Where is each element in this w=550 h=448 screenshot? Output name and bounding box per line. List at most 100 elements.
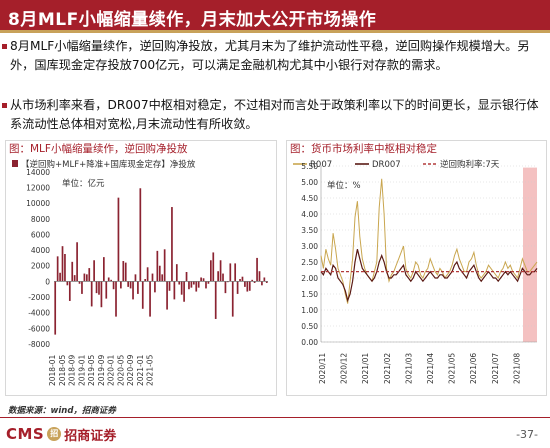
bar [88, 268, 91, 282]
bar [141, 281, 144, 309]
bar [251, 279, 254, 282]
highlight-band [523, 167, 537, 342]
bar [100, 281, 103, 308]
bar [207, 281, 210, 284]
logo-badge-icon: 招 [47, 427, 62, 441]
chart-panel-rates: 图：货币市场利率中枢相对稳定 R007 DR007 逆回购利率:7天 单位：% 0.00… [286, 140, 547, 396]
y-tick-label: -8000 [28, 340, 50, 349]
x-tick-label: 2021/08 [512, 353, 521, 384]
bar [202, 278, 205, 282]
x-tick-label: 2021-05 [146, 354, 155, 386]
bar [156, 250, 159, 282]
data-source: 数据来源：wind，招商证券 [8, 406, 116, 416]
x-tick-label: 2019-05 [87, 354, 96, 386]
legend-label-policy-rate: 逆回购利率:7天 [440, 159, 500, 170]
x-tick-label: 2021/03 [404, 353, 413, 384]
bar [258, 271, 261, 282]
bar [214, 281, 217, 319]
y-tick-label: 3.00 [301, 242, 318, 251]
bar [227, 281, 229, 283]
bar [115, 281, 117, 317]
bar [253, 281, 256, 283]
bar [110, 279, 112, 282]
y-tick-label: 0 [45, 277, 50, 286]
x-tick-label: 2021/02 [383, 353, 392, 384]
bar [263, 277, 266, 282]
bar [178, 281, 181, 285]
bar [95, 281, 98, 294]
bar [134, 274, 137, 282]
bar [212, 252, 215, 282]
x-tick-label: 2021-01 [136, 354, 145, 386]
bar [81, 281, 83, 294]
y-tick-label: -2000 [28, 293, 50, 302]
chart-panel-liquidity: 图：MLF小幅缩量续作，逆回购净投放 【逆回购+MLF+降准+国库现金定存】净投… [5, 140, 277, 396]
bar [59, 272, 61, 282]
y-tick-label: 0.50 [301, 322, 318, 331]
paragraph-rates-text: 从市场利率来看，DR007中枢相对稳定，不过相对而言处于政策利率以下的时间更长，… [10, 98, 539, 131]
chart-title-rates: 图：货币市场利率中枢相对稳定 [290, 143, 437, 155]
bar [231, 281, 234, 317]
bar [175, 264, 178, 282]
y-tick-label: 0.00 [301, 338, 318, 347]
x-tick-label: 2021/01 [361, 353, 370, 384]
bar [166, 281, 168, 310]
bar [78, 281, 81, 284]
bar [107, 277, 110, 282]
bar [171, 207, 173, 282]
bullet-square-icon [2, 44, 7, 49]
unit-label: 单位：亿元 [62, 178, 105, 189]
logo-chinese-text: 招商证券 [64, 428, 117, 444]
bar [173, 281, 176, 300]
bar [236, 281, 239, 294]
bar [122, 261, 125, 282]
bar [127, 281, 130, 287]
bar [64, 254, 66, 282]
x-tick-label: 2018-01 [48, 354, 57, 386]
bar [265, 281, 268, 283]
y-tick-label: 2000 [31, 262, 50, 271]
r007-line [320, 178, 538, 304]
y-tick-label: 5.00 [301, 178, 318, 187]
bar [151, 273, 154, 282]
y-tick-label: 12000 [26, 183, 50, 192]
x-tick-label: 2019-09 [97, 354, 106, 386]
x-tick-label: 2020-05 [116, 354, 125, 386]
bar [239, 279, 241, 282]
bar [85, 274, 88, 282]
bar [71, 261, 74, 282]
bar [129, 281, 132, 289]
bar [210, 260, 212, 282]
bar [180, 281, 183, 295]
y-tick-label: 10000 [26, 199, 50, 208]
bar [144, 279, 147, 282]
y-tick-label: 1.50 [301, 290, 318, 299]
chart-title-liquidity: 图：MLF小幅缩量续作，逆回购净投放 [9, 143, 188, 155]
bar [137, 281, 139, 294]
bar [98, 281, 100, 295]
bar [93, 260, 95, 282]
y-tick-label: -6000 [28, 324, 50, 333]
bar [112, 281, 115, 290]
x-tick-label: 2019-01 [77, 354, 86, 386]
y-tick-label: 6000 [31, 230, 50, 239]
bar [197, 281, 200, 288]
bar [105, 281, 108, 299]
bar [117, 197, 120, 282]
bar [90, 281, 93, 307]
bar [190, 281, 193, 288]
company-logo: CMS 招 招商证券 [6, 424, 116, 444]
bar [76, 242, 78, 282]
bar [192, 281, 195, 285]
legend-swatch-net-injection [12, 160, 18, 167]
slide-title-bar: 8月MLF小幅缩量续作，月末加大公开市场操作 [0, 0, 550, 30]
y-tick-label: 4000 [31, 246, 50, 255]
x-tick-label: 2021/05 [448, 353, 457, 384]
bar [149, 281, 151, 317]
bar [224, 281, 227, 294]
paragraph-mlf: 8月MLF小幅缩量续作，逆回购净投放，尤其月末为了维护流动性平稳，逆回购操作规模… [2, 37, 542, 75]
bar [168, 281, 171, 291]
y-tick-label: 5.50 [301, 162, 318, 171]
bar [56, 256, 59, 282]
